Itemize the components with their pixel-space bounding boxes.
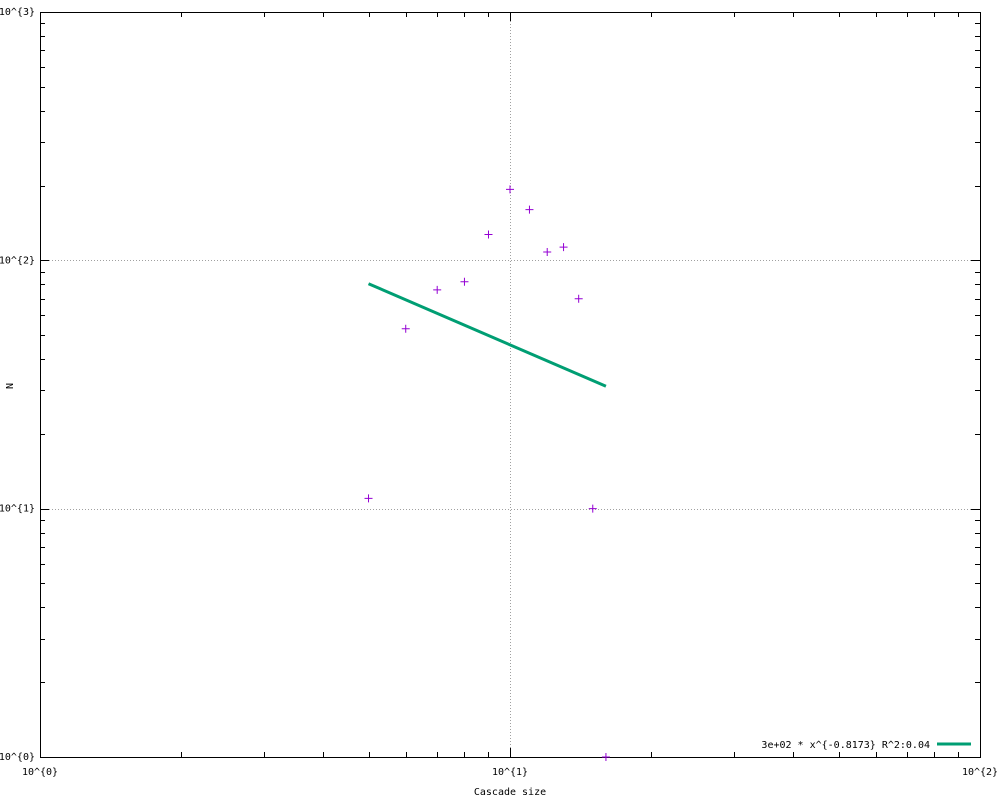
legend-fit-label: 3e+02 * x^{-0.8173} R^2:0.04	[761, 740, 930, 751]
data-point	[601, 753, 610, 761]
x-axis-label: Cascade size	[474, 787, 546, 798]
legend: 3e+02 * x^{-0.8173} R^2:0.04	[761, 740, 971, 751]
y-tick-label: 10^{0}	[0, 752, 35, 763]
data-point	[460, 277, 469, 286]
data-point	[364, 494, 373, 503]
tick-label-layer: 10^{0} 10^{1} 10^{2} 10^{0} 10^{1} 10^{2} 10^{…	[0, 7, 998, 778]
fit-line	[367, 282, 607, 388]
data-point	[574, 294, 583, 303]
data-point	[588, 504, 597, 513]
data-point	[401, 324, 410, 333]
y-tick-label: 10^{2}	[0, 255, 35, 266]
data-point	[433, 285, 442, 294]
plot-frame	[40, 12, 981, 758]
data-layer	[364, 185, 610, 761]
grid-layer	[40, 12, 980, 757]
y-axis-label: N	[5, 383, 16, 389]
data-point	[506, 185, 514, 194]
x-tick-label: 10^{1}	[492, 767, 528, 778]
data-point	[559, 243, 568, 252]
x-tick-label: 10^{2}	[962, 767, 998, 778]
data-point	[525, 205, 534, 214]
data-point	[543, 248, 552, 257]
y-tick-label: 10^{3}	[0, 7, 35, 18]
data-point	[484, 230, 493, 239]
x-tick-label: 10^{0}	[22, 767, 58, 778]
y-tick-label: 10^{1}	[0, 504, 35, 515]
